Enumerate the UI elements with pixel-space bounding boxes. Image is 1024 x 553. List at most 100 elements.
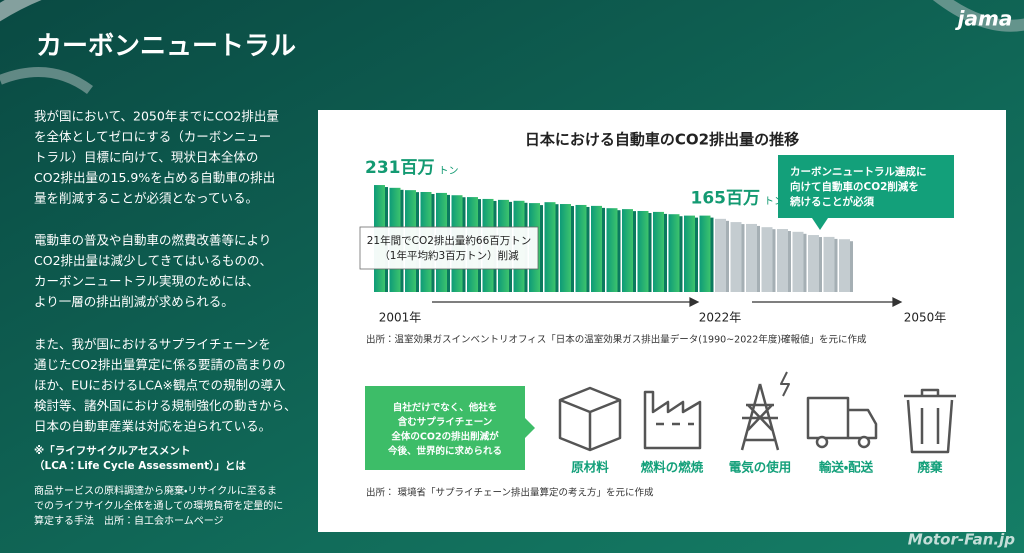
body-line: トラル）目標に向けて、現状日本全体の bbox=[34, 150, 258, 165]
bar bbox=[715, 218, 726, 292]
bar-side bbox=[695, 217, 698, 292]
stage-label: 燃料の燃焼 bbox=[641, 460, 704, 475]
note-line: 商品サービスの原料調達から廃棄・リサイクルに至るま bbox=[34, 484, 277, 497]
decor-arc bbox=[932, 0, 1024, 32]
bar-side bbox=[602, 207, 605, 292]
bar bbox=[544, 202, 556, 292]
chart-source: 出所：温室効果ガスインベントリオフィス「日本の温室効果ガス排出量データ(1990… bbox=[366, 334, 867, 346]
icon-truck bbox=[806, 396, 878, 449]
stage-label: 電気の使用 bbox=[729, 460, 792, 475]
bar-side bbox=[586, 206, 590, 292]
data-label: 231百万 bbox=[365, 158, 435, 178]
bar bbox=[575, 204, 587, 292]
body-line: CO2排出量の15.9%を占める自動車の排出 bbox=[34, 170, 275, 185]
note-line: 算定する手法 出所：自工会ホームページ bbox=[34, 514, 224, 527]
icon-factory bbox=[643, 390, 702, 450]
bar-side bbox=[571, 206, 574, 292]
body-line: CO2排出量は減少してきてはいるものの、 bbox=[34, 253, 272, 268]
body-line: ほか、EUにおけるLCA※観点での規制の導入 bbox=[34, 378, 286, 393]
message-line: 含むサプライチェーン bbox=[397, 416, 493, 428]
bar-side bbox=[850, 241, 853, 292]
x-tick-label: 2001年 bbox=[379, 311, 422, 325]
message-line: 今後、世界的に求められる bbox=[388, 445, 502, 457]
message-line: 自社だけでなく、他社を bbox=[393, 402, 498, 414]
bar bbox=[699, 215, 711, 292]
chart-title: 日本における自動車のCO2排出量の推移 bbox=[525, 131, 799, 149]
note-heading: （LCA：Life Cycle Assessment）」とは bbox=[34, 459, 246, 472]
bar bbox=[777, 229, 788, 292]
body-line: また、我が国におけるサプライチェーンを bbox=[34, 337, 271, 352]
bar bbox=[591, 205, 602, 292]
body-line: 検討等、諸外国における規制強化の動きから、 bbox=[34, 398, 297, 413]
bar bbox=[839, 239, 850, 292]
x-axis-end-label: 2050年 bbox=[904, 311, 947, 325]
bar-side bbox=[664, 213, 667, 292]
bar-side bbox=[679, 216, 683, 292]
bar bbox=[653, 211, 664, 292]
bar-side bbox=[726, 220, 729, 292]
bar-side bbox=[834, 238, 838, 292]
body-line: より一層の排出削減が求められる。 bbox=[34, 294, 234, 309]
bar bbox=[622, 209, 633, 292]
annotation-box bbox=[359, 226, 539, 270]
stage-label: 廃棄 bbox=[917, 460, 943, 475]
bar bbox=[684, 215, 695, 292]
bar bbox=[560, 204, 571, 292]
supply-source: 出所： 環境省「サプライチェーン排出量算定の考え方」を元に作成 bbox=[366, 487, 654, 499]
bar bbox=[730, 222, 742, 292]
bar-side bbox=[772, 229, 776, 292]
callout-pointer bbox=[812, 218, 828, 230]
bar-side bbox=[819, 237, 822, 292]
body-line: を全体としてゼロにする（カーボンニュー bbox=[34, 129, 271, 144]
bar-side bbox=[803, 233, 807, 292]
body-line: 我が国において、2050年までにCO2排出量 bbox=[34, 109, 279, 124]
body-line: カーボンニュートラル実現のためには、 bbox=[34, 274, 259, 289]
x-tick-label: 2022年 bbox=[699, 311, 742, 325]
body-line: 量を削減することが必須となっている。 bbox=[34, 191, 258, 206]
icon-tower bbox=[740, 371, 790, 451]
bar bbox=[746, 223, 757, 292]
data-label: 165百万 bbox=[691, 189, 761, 209]
bar-side bbox=[540, 205, 543, 292]
bar bbox=[668, 214, 680, 292]
data-label-unit: トン bbox=[764, 197, 784, 208]
bar-side bbox=[648, 212, 652, 292]
data-label-unit: トン bbox=[439, 166, 459, 177]
bar bbox=[637, 210, 649, 292]
icon-box bbox=[558, 386, 622, 452]
bar-side bbox=[710, 217, 714, 292]
watermark: Motor-Fan.jp bbox=[908, 531, 1015, 549]
bar-side bbox=[788, 231, 791, 292]
bar-side bbox=[741, 224, 745, 292]
stage-label: 輸送・配送 bbox=[819, 460, 874, 475]
annotation-line: （1年平均約3百万トン）削減 bbox=[379, 249, 519, 262]
message-box bbox=[365, 386, 525, 470]
page-title: カーボンニュートラル bbox=[36, 32, 296, 62]
body-line: 通じたCO2排出量算定に係る要請の高まりの bbox=[34, 357, 286, 372]
bar-side bbox=[617, 210, 621, 292]
note-line: でのライフサイクル全体を通しての環境負荷を定量的に bbox=[34, 499, 283, 512]
callout-line: 続けることが必須 bbox=[789, 195, 874, 208]
bar bbox=[823, 236, 835, 292]
bar bbox=[761, 227, 773, 292]
time-axis bbox=[432, 297, 903, 307]
logo: jama bbox=[955, 7, 1013, 31]
icons bbox=[558, 371, 956, 454]
message-pointer bbox=[525, 418, 535, 438]
callout-line: カーボンニュートラル達成に bbox=[790, 165, 927, 178]
bar-side bbox=[555, 204, 559, 292]
bar bbox=[808, 235, 819, 292]
note-heading: ※「ライフサイクルアセスメント bbox=[34, 444, 190, 457]
icon-bin bbox=[904, 388, 956, 454]
callout-box bbox=[778, 155, 954, 218]
bar bbox=[606, 208, 618, 292]
bar-side bbox=[757, 225, 760, 292]
bar-side bbox=[633, 211, 636, 292]
bar bbox=[792, 231, 804, 292]
body-line: 電動車の普及や自動車の燃費改善等により bbox=[34, 233, 271, 248]
callout-line: 向けて自動車のCO2削減を bbox=[790, 180, 919, 193]
decor-arc bbox=[0, 67, 93, 95]
stage-label: 原材料 bbox=[571, 460, 609, 475]
